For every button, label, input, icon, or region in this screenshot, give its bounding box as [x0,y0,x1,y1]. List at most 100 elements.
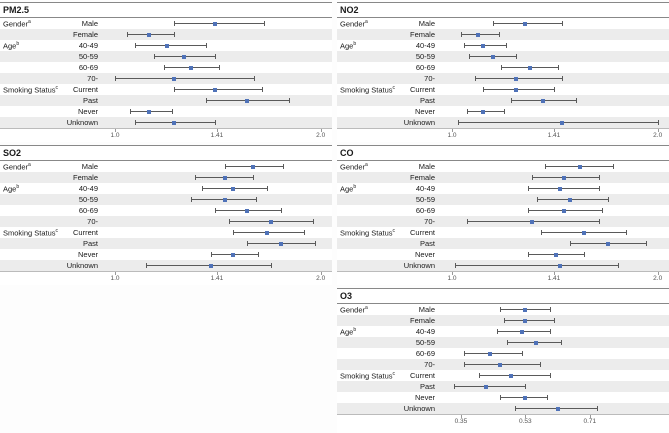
forest-row: Gendera Male [0,161,332,172]
ci-cap-low [570,241,572,246]
level-label: Male [418,19,435,28]
ci-plot [106,205,328,216]
ci-cap-high [263,21,265,26]
footnote-sup: c [392,85,396,92]
ci-plot [443,205,665,216]
forest-row: 60-69 [337,62,669,73]
ci-line [474,78,563,79]
panel-rows-no2: Gendera Male Female Ageb 40-49 50-59 60-69 70- S… [337,18,669,129]
ci-cap-high [645,241,647,246]
level-label: Unknown [403,118,435,127]
ci-plot [106,172,328,183]
level-label: Never [414,250,435,259]
ci-cap-high [612,164,614,169]
ci-plot [443,392,665,403]
level-label: Unknown [66,261,98,270]
ci-cap-low [545,164,547,169]
ci-cap-low [153,54,155,59]
ci-cap-low [511,98,513,103]
forest-row: Smoking Statusc Current [0,84,332,95]
ci-plot [106,216,328,227]
forest-row: Never [337,106,669,117]
ci-cap-high [214,54,216,59]
group-label: Smoking Statusc [340,371,396,381]
forest-row: Gendera Male [337,304,669,315]
ci-plot [443,315,665,326]
ci-line [457,122,658,123]
forest-row: Gendera Male [337,161,669,172]
level-label: Past [82,96,98,105]
footnote-sup: a [365,19,368,26]
level-label: 60-69 [78,63,98,72]
point-estimate [212,21,217,26]
ci-cap-high [289,98,291,103]
point-estimate [181,54,186,59]
ci-cap-high [313,219,315,224]
level-label: Past [82,239,98,248]
ci-plot [443,106,665,117]
axis-tick-label: 0.35 [454,418,468,425]
ci-cap-low [532,175,534,180]
axis-tick-label: 1.41 [547,132,561,139]
forest-row: Smoking Statusc Current [0,227,332,238]
axis-tick [553,129,555,132]
point-estimate [523,307,528,312]
ci-line [135,45,207,46]
ci-cap-high [174,32,176,37]
level-label: Past [419,239,435,248]
group-label: Smoking Statusc [3,85,59,95]
panel-so2: SO2 Gendera Male Female Ageb 40-49 50-59 60-69… [0,145,332,285]
footnote-sup: c [392,228,396,235]
point-estimate [523,318,528,323]
ci-plot [443,62,665,73]
axis-tick [216,129,218,132]
footnote-sup: b [353,184,357,191]
ci-cap-high [598,219,600,224]
level-label: 50-59 [415,195,435,204]
point-estimate [146,109,151,114]
ci-cap-high [254,76,256,81]
ci-cap-high [562,21,564,26]
point-estimate [605,241,610,246]
ci-plot [443,172,665,183]
ci-cap-high [550,329,552,334]
ci-plot [443,40,665,51]
forest-row: Unknown [337,260,669,271]
axis-tick-label: 1.41 [210,132,224,139]
forest-row: Ageb 40-49 [337,326,669,337]
level-label: 40-49 [415,327,435,336]
point-estimate [279,241,284,246]
point-estimate [223,197,228,202]
axis-tick-label: 1.0 [110,132,120,139]
footnote-sup: c [55,85,59,92]
ci-cap-low [501,65,503,70]
group-label: Ageb [340,41,357,51]
ci-line [503,320,554,321]
ci-plot [443,326,665,337]
ci-line [527,188,599,189]
ci-cap-high [267,186,269,191]
forest-row: Ageb 40-49 [0,183,332,194]
level-label: Current [409,371,435,380]
ci-plot [106,194,328,205]
ci-cap-low [496,329,498,334]
group-label: Ageb [340,327,357,337]
point-estimate [164,43,169,48]
axis-tick [553,272,555,275]
axis-tick [452,129,454,132]
ci-plot [443,381,665,392]
group-label: Smoking Statusc [340,85,396,95]
level-label: Never [414,107,435,116]
level-label: 50-59 [78,52,98,61]
ci-cap-low [474,76,476,81]
forest-row: Never [337,249,669,260]
forest-row: Smoking Statusc Current [337,370,669,381]
forest-row: Female [337,29,669,40]
forest-row: 60-69 [0,205,332,216]
level-label: 60-69 [415,349,435,358]
footnote-sup: c [392,371,396,378]
point-estimate [578,164,583,169]
ci-cap-low [507,340,509,345]
point-estimate [519,329,524,334]
level-label: 40-49 [415,184,435,193]
